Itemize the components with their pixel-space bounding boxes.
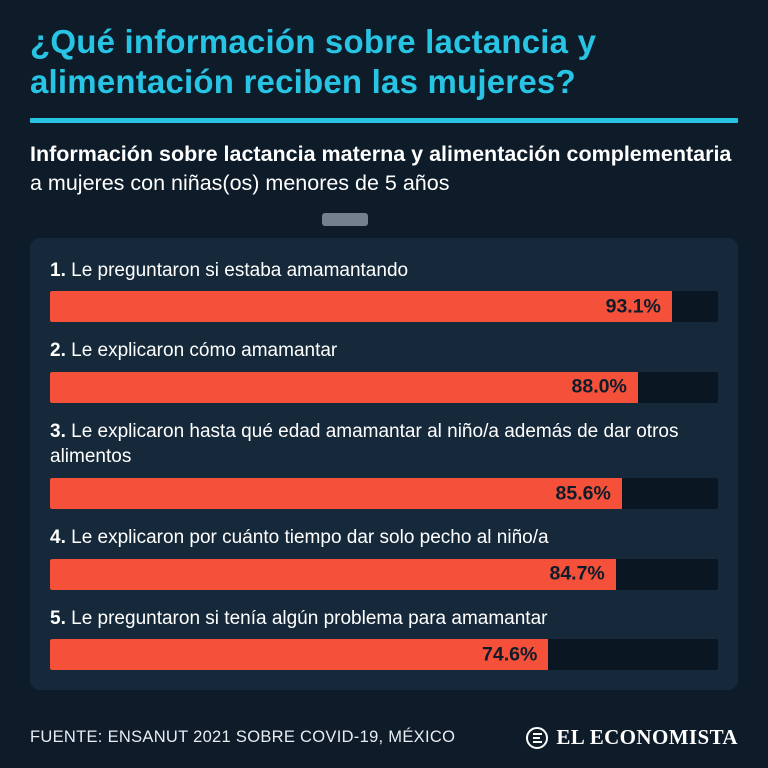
- bar-label: 1. Le preguntaron si estaba amamantando: [50, 259, 409, 281]
- chart-panel: 1. Le preguntaron si estaba amamantando 9…: [30, 237, 738, 691]
- bar-item: 1. Le preguntaron si estaba amamantando 9…: [50, 258, 718, 323]
- title-line: alimentación reciben las mujeres?: [30, 63, 576, 101]
- brand: EL ECONOMISTA: [525, 725, 738, 750]
- bar-value-label: 85.6%: [555, 482, 611, 505]
- bar-chart: 1. Le preguntaron si estaba amamantando 9…: [50, 258, 718, 671]
- bar-item: 2. Le explicaron cómo amamantar 88.0%: [50, 338, 718, 403]
- bar-item: 5. Le preguntaron si tenía algún problem…: [50, 606, 718, 671]
- brand-name: EL ECONOMISTA: [556, 725, 738, 749]
- bar-fill: 88.0%: [50, 371, 638, 403]
- header: ¿Qué información sobre lactancia y alime…: [30, 22, 738, 198]
- subtitle-regular-text: a mujeres con niñas(os) menores de 5 año…: [30, 170, 450, 195]
- bar-fill: 84.7%: [50, 558, 616, 590]
- bar-value-label: 88.0%: [571, 375, 627, 398]
- bar-value-label: 74.6%: [482, 643, 538, 666]
- title-divider: [30, 117, 738, 123]
- bar-track: 84.7%: [50, 558, 718, 590]
- bar-track: 88.0%: [50, 371, 718, 403]
- title-line: ¿Qué información sobre lactancia y: [30, 23, 597, 60]
- subtitle: Información sobre lactancia materna y al…: [30, 140, 738, 198]
- bar-label: 4. Le explicaron por cuánto tiempo dar s…: [50, 527, 549, 549]
- bar-value-label: 93.1%: [605, 295, 661, 318]
- source-text: FUENTE: ENSANUT 2021 SOBRE COVID-19, MÉX…: [30, 728, 456, 746]
- bar-label: 2. Le explicaron cómo amamantar: [50, 340, 338, 362]
- bar-fill: 74.6%: [50, 639, 549, 671]
- bar-label: 5. Le preguntaron si tenía algún problem…: [50, 607, 548, 629]
- bar-label: 3. Le explicaron hasta qué edad amamanta…: [50, 420, 679, 468]
- bar-track: 74.6%: [50, 639, 718, 671]
- el-economista-logo-icon: [525, 726, 549, 750]
- bar-fill: 93.1%: [50, 291, 672, 323]
- bar-value-label: 84.7%: [549, 562, 605, 585]
- bar-item: 3. Le explicaron hasta qué edad amamanta…: [50, 419, 718, 510]
- bar-track: 85.6%: [50, 478, 718, 510]
- page-title: ¿Qué información sobre lactancia y alime…: [30, 22, 738, 103]
- bar-fill: 85.6%: [50, 478, 622, 510]
- subtitle-bold-text: Información sobre lactancia materna y al…: [30, 141, 732, 166]
- footer: FUENTE: ENSANUT 2021 SOBRE COVID-19, MÉX…: [30, 725, 738, 750]
- drag-handle: [322, 212, 368, 226]
- bar-item: 4. Le explicaron por cuánto tiempo dar s…: [50, 525, 718, 590]
- bar-track: 93.1%: [50, 291, 718, 323]
